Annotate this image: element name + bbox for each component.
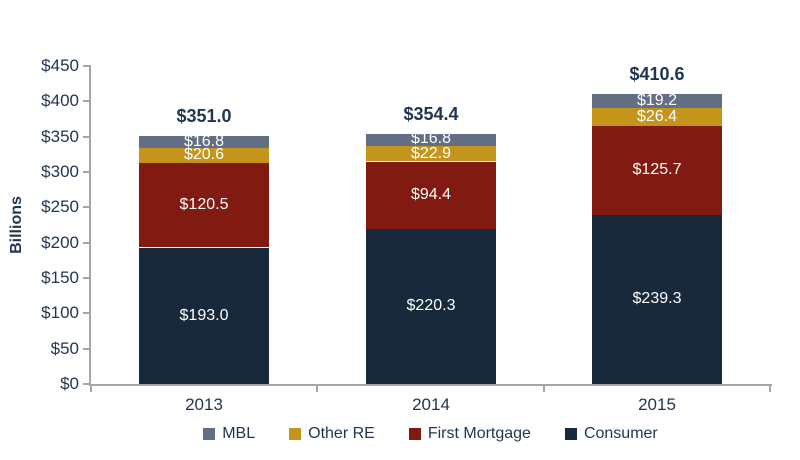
legend-item-mbl: MBL	[203, 425, 255, 443]
y-tick-mark	[83, 312, 89, 314]
legend-item-first-mortgage: First Mortgage	[408, 425, 531, 443]
y-tick-label: $450	[41, 56, 79, 75]
bar-segment-label: $94.4	[410, 186, 452, 203]
bar-segment-mbl	[139, 136, 269, 148]
legend-label: First Mortgage	[427, 425, 531, 442]
y-tick-label: $250	[41, 197, 79, 216]
bar-segment-first-mortgage	[139, 162, 269, 247]
legend-item-other-re: Other RE	[289, 425, 375, 443]
bar-segment-label: $220.3	[406, 297, 456, 314]
legend-label: Consumer	[583, 425, 658, 442]
bar-segment-label: $26.4	[636, 108, 678, 125]
bar-segment-first-mortgage	[592, 126, 722, 215]
x-category-label: 2013	[185, 395, 223, 414]
y-tick-label: $150	[41, 268, 79, 287]
y-tick-mark	[83, 348, 89, 350]
y-axis-title: Billions	[8, 196, 25, 254]
y-tick-mark	[83, 136, 89, 138]
bar-segment-other-re	[366, 145, 496, 161]
legend-swatch-consumer	[564, 428, 577, 440]
y-tick-label: $0	[60, 374, 79, 393]
legend-swatch-mbl	[203, 428, 216, 440]
bar-segment-label: $16.8	[183, 133, 225, 150]
y-tick-label: $200	[41, 233, 79, 252]
y-tick-label: $100	[41, 303, 79, 322]
y-tick-label: $50	[50, 339, 79, 358]
bar-segment-label: $19.2	[636, 92, 678, 109]
bar-segment-mbl	[592, 94, 722, 108]
y-tick-label: $350	[41, 127, 79, 146]
bar-total-label: $410.6	[629, 64, 685, 84]
x-category-label: 2014	[412, 395, 450, 414]
y-tick-mark	[83, 277, 89, 279]
x-tick-mark	[316, 386, 318, 392]
bar-segment-label: $120.5	[179, 196, 229, 213]
legend-swatch-first-mortgage	[408, 428, 421, 440]
bar-segment-label: $239.3	[632, 290, 682, 307]
bar-total-label: $354.4	[403, 104, 459, 124]
legend-label: Other RE	[308, 425, 375, 442]
y-tick-mark	[83, 65, 89, 67]
bar-segment-consumer	[139, 248, 269, 384]
legend-swatch-other-re	[289, 428, 302, 440]
y-tick-mark	[83, 206, 89, 208]
bar-segment-other-re	[139, 148, 269, 163]
bar-segment-consumer	[592, 215, 722, 384]
bar-segment-label: $22.9	[410, 145, 452, 162]
bar-segment-label: $193.0	[179, 307, 229, 324]
x-category-label: 2015	[638, 395, 676, 414]
x-axis-line	[89, 384, 772, 386]
x-tick-mark	[90, 386, 92, 392]
y-tick-mark	[83, 100, 89, 102]
bar-segment-label: $125.7	[632, 161, 682, 178]
bar-total-label: $351.0	[176, 106, 232, 126]
bar-segment-label: $20.6	[183, 146, 225, 163]
y-tick-mark	[83, 383, 89, 385]
y-tick-mark	[83, 171, 89, 173]
bar-segment-first-mortgage	[366, 162, 496, 229]
legend-label: MBL	[222, 425, 256, 442]
x-tick-mark	[769, 386, 771, 392]
y-tick-mark	[83, 242, 89, 244]
y-tick-label: $400	[41, 91, 79, 110]
bar-segment-other-re	[592, 107, 722, 126]
bar-segment-mbl	[366, 134, 496, 146]
legend: MBL Other RE First Mortgage Consumer	[91, 422, 770, 446]
x-tick-mark	[543, 386, 545, 392]
bar-segment-label: $16.8	[410, 130, 452, 147]
y-tick-label: $300	[41, 162, 79, 181]
y-axis-line	[89, 65, 91, 386]
legend-item-consumer: Consumer	[564, 425, 658, 443]
bar-segment-consumer	[366, 228, 496, 384]
